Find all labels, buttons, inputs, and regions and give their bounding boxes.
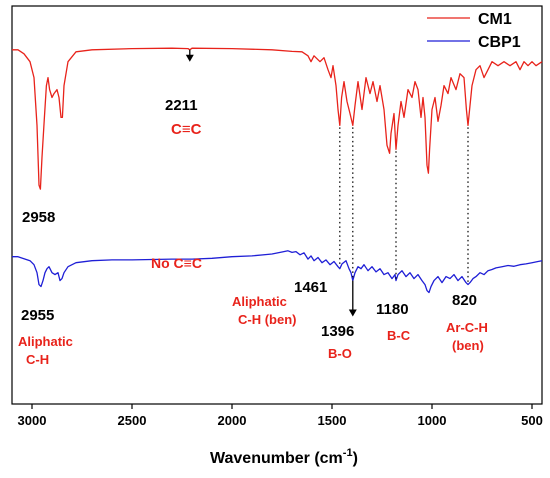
x-axis-title-close: ) xyxy=(353,450,358,467)
legend-label-cbp1: CBP1 xyxy=(478,34,521,51)
annotations: 2958 2211 C≡C No C≡C 2955 Aliphatic C-H … xyxy=(18,97,488,367)
arch-ben-label-line2: (ben) xyxy=(452,338,484,353)
x-tick-label-500: 500 xyxy=(521,413,543,428)
x-axis-title: Wavenumber (cm-1) xyxy=(210,447,358,467)
x-tick-label-1500: 1500 xyxy=(318,413,347,428)
peak-arrow-2211 xyxy=(185,49,194,62)
peak-label-820: 820 xyxy=(452,292,477,309)
series-line-cbp1 xyxy=(12,250,543,294)
arch-ben-label-line1: Ar-C-H xyxy=(446,320,488,335)
series-line-cm1 xyxy=(12,47,543,190)
x-axis-title-main: Wavenumber (cm xyxy=(210,450,343,467)
x-tick-label-3000: 3000 xyxy=(18,413,47,428)
legend: CM1 CBP1 xyxy=(427,11,521,51)
peak-label-2955: 2955 xyxy=(21,307,54,324)
peak-arrow-1396 xyxy=(348,280,357,317)
series-layer xyxy=(12,47,543,294)
aliphatic-ch-ben-label-line2: C-H (ben) xyxy=(238,312,297,327)
x-tick-label-2000: 2000 xyxy=(218,413,247,428)
peak-label-1396: 1396 xyxy=(321,323,354,340)
no-alkyne-label: No C≡C xyxy=(151,255,202,271)
x-axis: 3000 2500 2000 1500 1000 500 xyxy=(18,404,543,428)
peak-label-2958: 2958 xyxy=(22,209,55,226)
bc-label: B-C xyxy=(387,328,411,343)
plot-frame xyxy=(11,5,543,405)
x-tick-label-2500: 2500 xyxy=(118,413,147,428)
bo-label: B-O xyxy=(328,346,352,361)
aliphatic-ch-label-line2: C-H xyxy=(26,352,49,367)
legend-label-cm1: CM1 xyxy=(478,11,512,28)
x-tick-label-1000: 1000 xyxy=(418,413,447,428)
alkyne-label: C≡C xyxy=(171,121,202,138)
peak-label-1180: 1180 xyxy=(376,301,409,318)
aliphatic-ch-label-line1: Aliphatic xyxy=(18,334,73,349)
x-axis-title-sup: -1 xyxy=(343,447,353,459)
aliphatic-ch-ben-label-line1: Aliphatic xyxy=(232,294,287,309)
peak-label-2211: 2211 xyxy=(165,97,198,114)
guide-layer xyxy=(185,49,469,317)
peak-label-1461: 1461 xyxy=(294,279,327,296)
